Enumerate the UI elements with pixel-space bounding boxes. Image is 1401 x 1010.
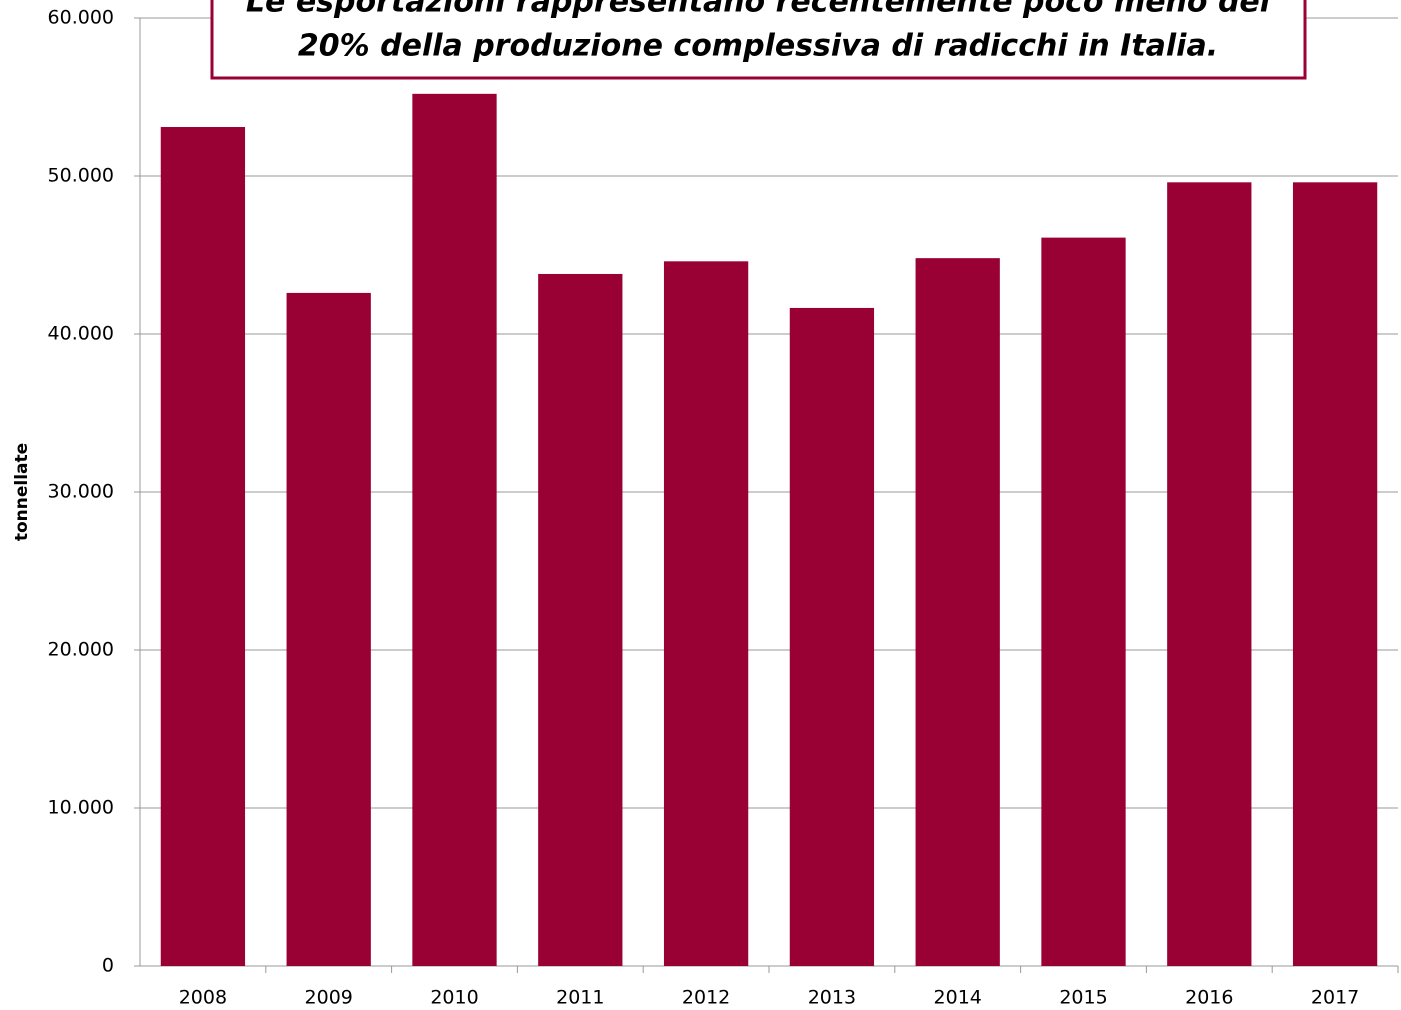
annotation-text: 20% della produzione complessiva di radi…	[298, 29, 1218, 64]
x-tick-label: 2010	[430, 987, 478, 1009]
y-tick-label: 50.000	[48, 165, 114, 187]
bar	[160, 127, 246, 966]
x-tick-label: 2008	[179, 987, 227, 1009]
y-tick-label: 30.000	[48, 481, 114, 503]
bar	[663, 261, 749, 966]
x-tick-label: 2009	[305, 987, 353, 1009]
x-tick-label: 2013	[808, 987, 856, 1009]
bar	[789, 307, 875, 966]
annotation-box	[210, 0, 1307, 80]
bar	[1292, 182, 1378, 966]
y-tick-label: 10.000	[48, 797, 114, 819]
bar	[1041, 237, 1126, 966]
bar	[286, 292, 371, 966]
bar	[412, 93, 497, 967]
bar	[915, 258, 1000, 966]
x-tick-label: 2014	[934, 987, 982, 1009]
bar	[1167, 182, 1252, 966]
y-tick-label: 0	[102, 955, 114, 977]
bar	[538, 273, 623, 967]
y-tick-label: 60.000	[48, 7, 114, 29]
x-tick-label: 2012	[682, 987, 730, 1009]
y-axis-label: tonnellate	[12, 443, 32, 541]
x-tick-label: 2017	[1311, 987, 1359, 1009]
x-tick-label: 2011	[556, 987, 604, 1009]
annotation-text: Le esportazioni rappresentano recentemen…	[246, 0, 1271, 20]
x-tick-label: 2016	[1185, 987, 1233, 1009]
y-tick-label: 40.000	[48, 323, 114, 345]
x-tick-label: 2015	[1059, 987, 1107, 1009]
y-tick-label: 20.000	[48, 639, 114, 661]
